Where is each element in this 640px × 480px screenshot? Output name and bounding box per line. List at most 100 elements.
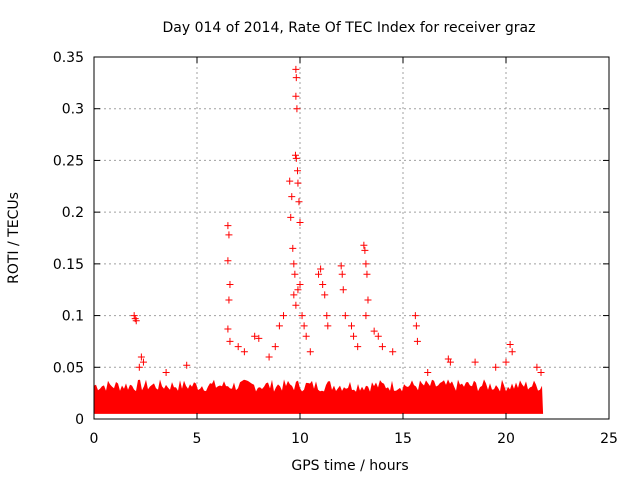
data-point xyxy=(300,322,308,330)
data-point xyxy=(413,337,421,345)
data-point xyxy=(446,358,454,366)
data-point xyxy=(296,218,304,226)
y-tick-label: 0.05 xyxy=(53,360,84,376)
data-point xyxy=(502,358,510,366)
data-point xyxy=(360,241,368,249)
x-axis-label: GPS time / hours xyxy=(291,458,408,474)
data-point xyxy=(292,74,300,82)
data-point xyxy=(287,213,295,221)
data-point xyxy=(306,348,314,356)
data-point xyxy=(225,231,233,239)
data-point xyxy=(291,151,299,159)
data-point xyxy=(296,281,304,289)
data-point xyxy=(337,262,345,270)
data-point xyxy=(317,265,325,273)
data-point xyxy=(289,244,297,252)
data-point xyxy=(354,343,362,351)
y-axis-label: ROTI / TECUs xyxy=(6,192,22,284)
data-point xyxy=(323,312,331,320)
data-point xyxy=(224,257,232,265)
grid xyxy=(94,57,609,419)
data-point xyxy=(361,246,369,254)
x-tick-label: 5 xyxy=(193,431,202,447)
data-point xyxy=(294,167,302,175)
y-tick-label: 0 xyxy=(75,412,84,428)
y-tick-label: 0.35 xyxy=(53,50,84,66)
data-point xyxy=(339,286,347,294)
chart-title: Day 014 of 2014, Rate Of TEC Index for r… xyxy=(163,20,536,36)
data-point xyxy=(506,341,514,349)
data-point xyxy=(240,348,248,356)
data-point xyxy=(130,312,138,320)
y-tick-label: 0.25 xyxy=(53,153,84,169)
data-point xyxy=(350,332,358,340)
data-point xyxy=(508,348,516,356)
background-band xyxy=(94,379,544,414)
data-point xyxy=(286,177,294,185)
data-point xyxy=(183,361,191,369)
y-tick-label: 0.3 xyxy=(62,102,84,118)
data-point xyxy=(234,343,242,351)
axis-ticks: 0 0.05 0.1 0.15 0.2 0.25 0.3 0.35 0 5 10 15 20 25 xyxy=(53,50,618,447)
data-point xyxy=(537,368,545,376)
data-point xyxy=(226,337,234,345)
data-points xyxy=(130,65,545,376)
data-point xyxy=(424,368,432,376)
data-point xyxy=(135,363,143,371)
data-point xyxy=(251,332,259,340)
plot-frame xyxy=(93,56,610,420)
data-point xyxy=(292,65,300,73)
data-point xyxy=(290,291,298,299)
data-point xyxy=(293,105,301,113)
x-tick-label: 0 xyxy=(90,431,99,447)
data-point xyxy=(324,322,332,330)
data-point xyxy=(298,312,306,320)
data-point xyxy=(378,343,386,351)
data-point xyxy=(319,281,327,289)
data-point xyxy=(162,368,170,376)
data-point xyxy=(471,358,479,366)
data-point xyxy=(294,179,302,187)
x-tick-label: 20 xyxy=(497,431,515,447)
x-tick-label: 15 xyxy=(394,431,412,447)
data-point xyxy=(294,286,302,294)
data-point xyxy=(137,353,145,361)
data-point xyxy=(139,358,147,366)
data-point xyxy=(362,260,370,268)
data-point xyxy=(348,322,355,330)
data-point xyxy=(271,343,279,351)
data-point xyxy=(370,327,378,335)
data-point xyxy=(389,348,397,356)
data-point xyxy=(224,222,232,230)
data-point xyxy=(338,270,346,278)
data-point xyxy=(280,312,288,320)
data-point xyxy=(275,322,283,330)
data-point xyxy=(412,322,420,330)
data-point xyxy=(224,325,232,333)
data-point xyxy=(341,312,349,320)
data-point xyxy=(492,363,500,371)
data-point xyxy=(292,154,300,162)
data-point xyxy=(295,198,303,206)
data-point xyxy=(362,312,370,320)
data-point xyxy=(363,270,371,278)
data-point xyxy=(321,291,329,299)
data-point xyxy=(291,270,299,278)
y-tick-label: 0.15 xyxy=(53,257,84,273)
data-point xyxy=(374,332,382,340)
y-tick-label: 0.2 xyxy=(62,205,84,221)
data-point xyxy=(132,317,140,325)
y-tick-label: 0.1 xyxy=(62,309,84,325)
data-point xyxy=(288,193,296,201)
data-point xyxy=(533,363,541,371)
data-point xyxy=(255,334,263,342)
data-point xyxy=(225,296,233,304)
data-point xyxy=(265,353,273,361)
x-tick-label: 25 xyxy=(600,431,618,447)
x-tick-label: 10 xyxy=(291,431,309,447)
data-point xyxy=(226,281,234,289)
data-point xyxy=(364,296,372,304)
data-point xyxy=(411,312,419,320)
data-point xyxy=(315,270,323,278)
